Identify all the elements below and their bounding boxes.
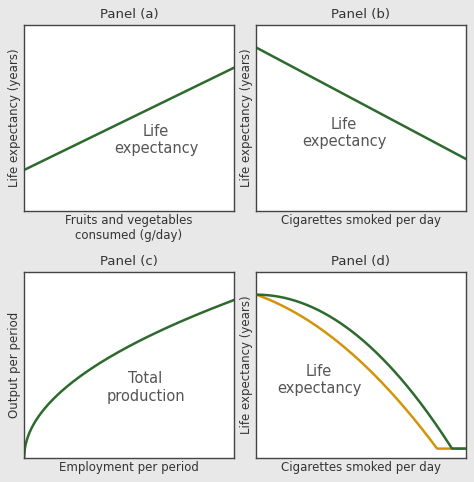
X-axis label: Employment per period: Employment per period <box>59 461 199 474</box>
Text: Life
expectancy: Life expectancy <box>277 364 361 396</box>
Y-axis label: Life expectancy (years): Life expectancy (years) <box>240 296 254 434</box>
Title: Panel (d): Panel (d) <box>331 255 391 268</box>
X-axis label: Cigarettes smoked per day: Cigarettes smoked per day <box>281 214 441 227</box>
Title: Panel (b): Panel (b) <box>331 8 391 21</box>
Text: Total
production: Total production <box>106 371 185 403</box>
Y-axis label: Output per period: Output per period <box>9 312 21 418</box>
Text: Life
expectancy: Life expectancy <box>114 124 198 157</box>
Title: Panel (a): Panel (a) <box>100 8 158 21</box>
Title: Panel (c): Panel (c) <box>100 255 158 268</box>
Y-axis label: Life expectancy (years): Life expectancy (years) <box>240 49 254 187</box>
X-axis label: Cigarettes smoked per day: Cigarettes smoked per day <box>281 461 441 474</box>
Y-axis label: Life expectancy (years): Life expectancy (years) <box>9 49 21 187</box>
Text: Life
expectancy: Life expectancy <box>302 117 386 149</box>
X-axis label: Fruits and vegetables
consumed (g/day): Fruits and vegetables consumed (g/day) <box>65 214 192 241</box>
